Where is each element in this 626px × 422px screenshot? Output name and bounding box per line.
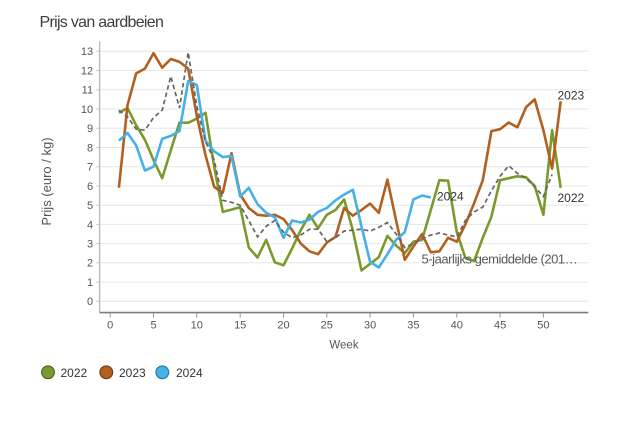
svg-text:Prijs (euro / kg): Prijs (euro / kg)	[39, 137, 54, 225]
svg-text:25: 25	[321, 320, 333, 332]
svg-text:4: 4	[87, 219, 93, 231]
svg-text:3: 3	[87, 239, 93, 251]
svg-text:0: 0	[107, 320, 113, 332]
svg-text:2: 2	[87, 258, 93, 270]
svg-text:5: 5	[150, 320, 156, 332]
svg-text:2023: 2023	[119, 366, 146, 380]
svg-text:50: 50	[537, 320, 549, 332]
svg-text:1: 1	[87, 277, 93, 289]
svg-text:10: 10	[191, 320, 203, 332]
svg-text:35: 35	[407, 320, 419, 332]
svg-text:2022: 2022	[558, 191, 585, 205]
svg-text:0: 0	[87, 296, 93, 308]
svg-text:15: 15	[234, 320, 246, 332]
svg-text:2024: 2024	[437, 190, 464, 204]
svg-text:10: 10	[81, 104, 93, 116]
svg-text:30: 30	[364, 320, 376, 332]
svg-text:20: 20	[277, 320, 289, 332]
svg-text:2024: 2024	[176, 366, 203, 380]
svg-text:5-jaarlijks gemiddelde (201…: 5-jaarlijks gemiddelde (201…	[422, 252, 578, 267]
svg-text:Week: Week	[329, 340, 358, 352]
svg-text:11: 11	[82, 85, 93, 97]
svg-text:7: 7	[87, 162, 93, 174]
svg-text:12: 12	[81, 65, 93, 77]
svg-text:2023: 2023	[558, 89, 585, 103]
svg-text:8: 8	[87, 142, 93, 154]
svg-text:45: 45	[494, 320, 506, 332]
svg-text:40: 40	[451, 320, 463, 332]
svg-text:9: 9	[87, 123, 93, 135]
svg-text:13: 13	[81, 46, 93, 58]
svg-text:5: 5	[87, 200, 93, 212]
svg-text:2022: 2022	[61, 366, 88, 380]
svg-text:Prijs van aardbeien: Prijs van aardbeien	[40, 14, 164, 31]
svg-text:6: 6	[87, 181, 93, 193]
